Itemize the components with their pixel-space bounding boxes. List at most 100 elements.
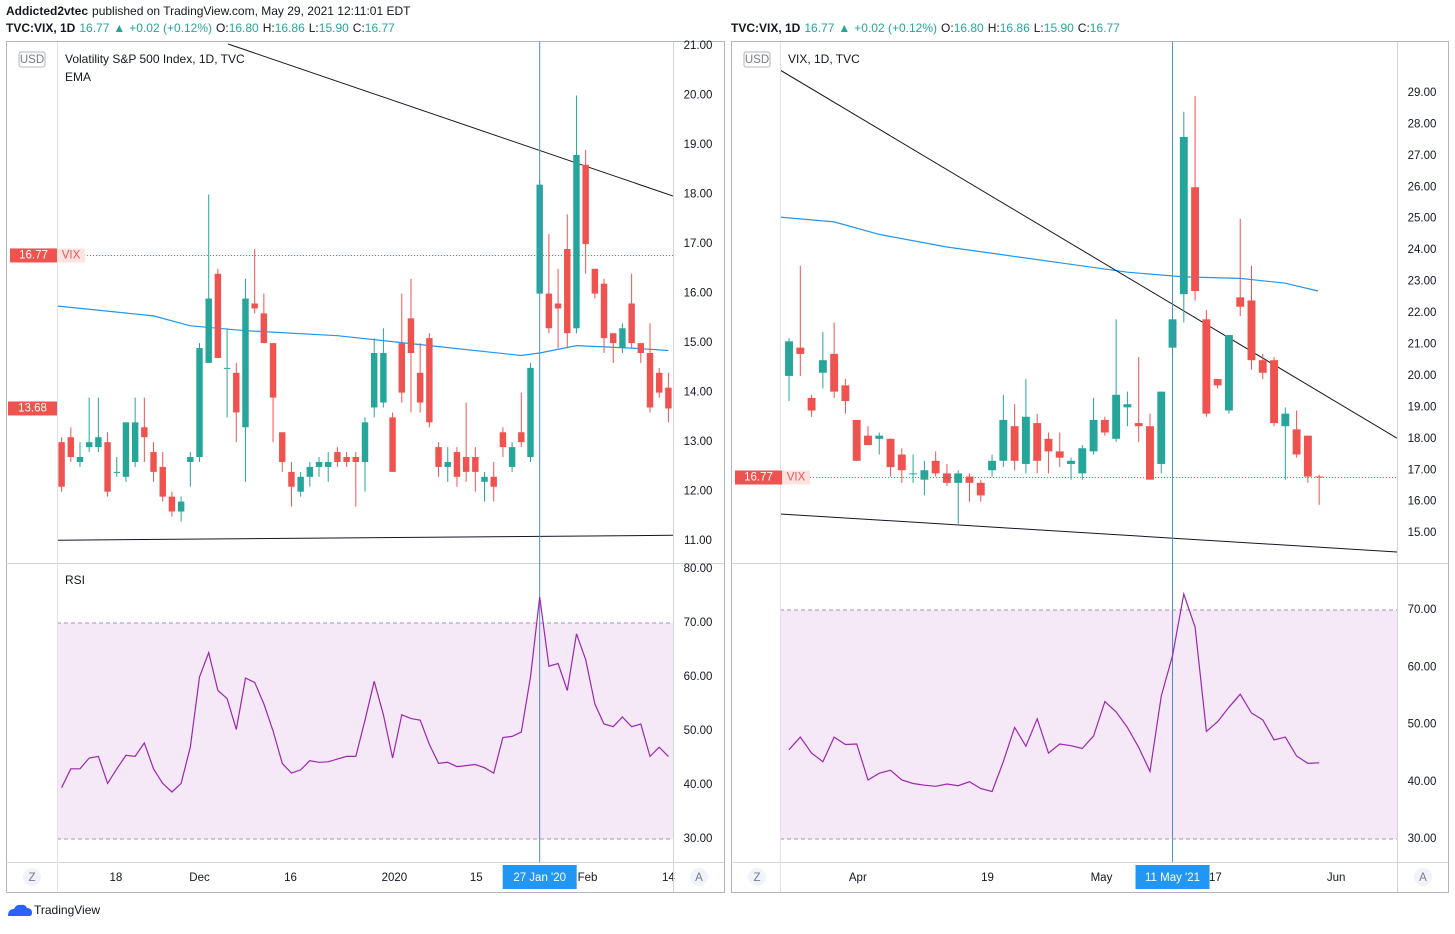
y-tick-label: 21.00 [684,40,713,52]
button-bg [748,868,766,886]
candle-body [407,318,415,354]
button-bg [1414,868,1432,886]
y-tick-label: 30.00 [684,833,713,845]
y-tick-label: 29.00 [1408,87,1437,99]
candle-body [453,452,461,477]
crosshair-label-box [502,865,577,889]
candle-body [1315,476,1324,478]
scale-button[interactable]: A [690,868,708,886]
candle-body [655,372,663,393]
candle-body [223,367,231,369]
candle-body [104,442,111,492]
last-price-label: 16.77 [19,249,48,261]
scale-button[interactable]: Z [23,868,41,886]
candle-body [582,164,589,245]
y-tick-label: 50.00 [684,725,713,737]
candle-body [150,452,157,472]
published: published on TradingView.com, May 29, 20… [92,4,411,18]
legend-item: 16.77 [79,21,109,35]
candle-body [897,454,906,471]
legend-item: 16.86 [1000,21,1030,35]
scale-button[interactable]: A [1414,868,1432,886]
x-tick-label: Dec [189,872,210,884]
legend-row: TVC:VIX, 1D 16.77 ▲ +0.02 (+0.12%) O:16.80 H:… [731,21,1120,35]
candle-body [1303,435,1312,477]
candle-body [1191,187,1200,292]
candle-body [76,457,84,462]
legend-item: C: [353,21,365,35]
legend-item: 16.86 [275,21,305,35]
legend-item: C: [1078,21,1090,35]
candle-body [1078,448,1087,474]
candle-body [1224,335,1233,411]
y-tick-label: 25.00 [1408,213,1437,225]
candle-body [1157,391,1166,464]
y-tick-label: 30.00 [1408,833,1437,845]
candle-body [1270,360,1278,424]
y-tick-label: 13.00 [684,436,713,448]
symbol-badge [57,248,85,263]
y-tick-label: 60.00 [1408,661,1437,673]
candle-body [1179,136,1188,295]
candle-body [196,348,203,458]
candle-body [343,457,350,462]
candle-body [380,353,387,403]
candle-body [954,473,963,483]
study-name: EMA [65,70,91,84]
y-tick-label: 40.00 [684,779,713,791]
candle-body [886,438,895,468]
x-tick-label: 18 [109,872,122,884]
y-tick-label: 20.00 [1408,370,1437,382]
candle-body [242,298,249,428]
candle-body [830,353,839,392]
candle-body [1021,416,1030,464]
currency-box [743,51,771,68]
rsi-band [780,609,1397,839]
legend-item: H: [263,21,275,35]
candle-body [1033,423,1042,461]
candle-body [564,249,571,334]
legend-item: L: [309,21,319,35]
candle-body [472,457,479,472]
candle-body [85,442,93,448]
legend-item: +0.02 (+0.12%) [854,21,937,35]
candle-body [389,417,396,472]
ema-line [780,216,1319,292]
candle-body [554,303,562,309]
legend-item: TVC:VIX, 1D [6,21,76,35]
candle-body [1123,404,1132,408]
candle-body [168,496,176,512]
candle-body [499,432,507,448]
footer-brand: TradingView [34,903,100,917]
candle-body [122,422,130,477]
candle-body [159,466,166,497]
candle-body [1067,460,1075,464]
plot-area [780,69,1397,553]
tradingview-logo [8,904,32,916]
candle-body [1146,426,1154,480]
symbol-badge-label: VIX [62,249,81,261]
candle-body [177,501,185,512]
x-tick-label: Feb [578,872,598,884]
candle-body [518,432,525,443]
scale-button[interactable]: Z [748,868,766,886]
candle-body [58,442,65,487]
legend-item: ▲ [838,21,850,35]
candle-body [637,343,645,354]
candle-body [864,435,872,446]
candle-body [988,460,997,471]
trendline [780,513,1397,553]
y-tick-label: 28.00 [1408,118,1437,130]
candle-body [1213,379,1222,386]
candle-body [251,303,258,309]
candle-body [481,476,488,482]
button-label: Z [28,872,35,884]
y-tick-label: 70.00 [1408,604,1437,616]
plot-area [57,43,673,541]
y-tick-label: 17.00 [684,238,713,250]
last-price-badge [10,248,57,263]
publish-line: Addicted2vtec published on TradingView.co… [6,4,411,18]
symbol-badge [782,470,810,485]
